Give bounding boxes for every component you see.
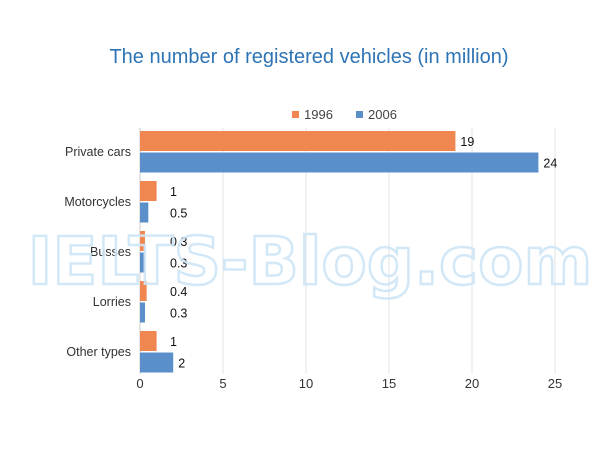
value-label: 24 <box>543 157 557 171</box>
bar-2006 <box>140 352 174 373</box>
category-label: Busses <box>90 245 131 259</box>
bar-2006 <box>140 252 145 273</box>
value-label: 0.4 <box>170 285 187 299</box>
value-label: 2 <box>178 357 185 371</box>
x-tick-label: 0 <box>136 376 143 391</box>
bar-1996 <box>140 181 157 201</box>
bar-1996 <box>140 281 147 301</box>
category-label: Lorries <box>93 295 131 309</box>
bar-1996 <box>140 131 456 151</box>
legend-label-2006: 2006 <box>368 107 397 122</box>
category-label: Private cars <box>65 145 131 159</box>
chart-title: The number of registered vehicles (in mi… <box>109 46 508 68</box>
value-label: 0.3 <box>170 235 187 249</box>
category-label: Other types <box>66 345 131 359</box>
x-tick-label: 20 <box>465 376 479 391</box>
legend: 1996 2006 <box>292 107 397 122</box>
x-tick-label: 10 <box>299 376 313 391</box>
bar-1996 <box>140 331 157 351</box>
x-tick-label: 25 <box>548 376 562 391</box>
x-tick-label: 5 <box>219 376 226 391</box>
legend-swatch-1996 <box>292 111 299 118</box>
bars <box>140 131 539 373</box>
value-label: 1 <box>170 185 177 199</box>
value-label: 0.5 <box>170 207 187 221</box>
x-tick-label: 15 <box>382 376 396 391</box>
bar-2006 <box>140 152 539 173</box>
x-axis-ticks: 0 5 10 15 20 25 <box>136 376 562 391</box>
value-label: 0.3 <box>170 307 187 321</box>
legend-label-1996: 1996 <box>304 107 333 122</box>
bar-1996 <box>140 231 145 251</box>
legend-swatch-2006 <box>356 111 363 118</box>
category-label: Motorcycles <box>64 195 131 209</box>
value-label: 1 <box>170 335 177 349</box>
bar-2006 <box>140 202 149 223</box>
watermark: IELTS-Blog.com <box>28 223 593 300</box>
category-labels: Private cars Motorcycles Busses Lorries Othe… <box>64 145 131 359</box>
bar-2006 <box>140 302 145 323</box>
value-label: 19 <box>460 135 474 149</box>
value-label: 0.3 <box>170 257 187 271</box>
